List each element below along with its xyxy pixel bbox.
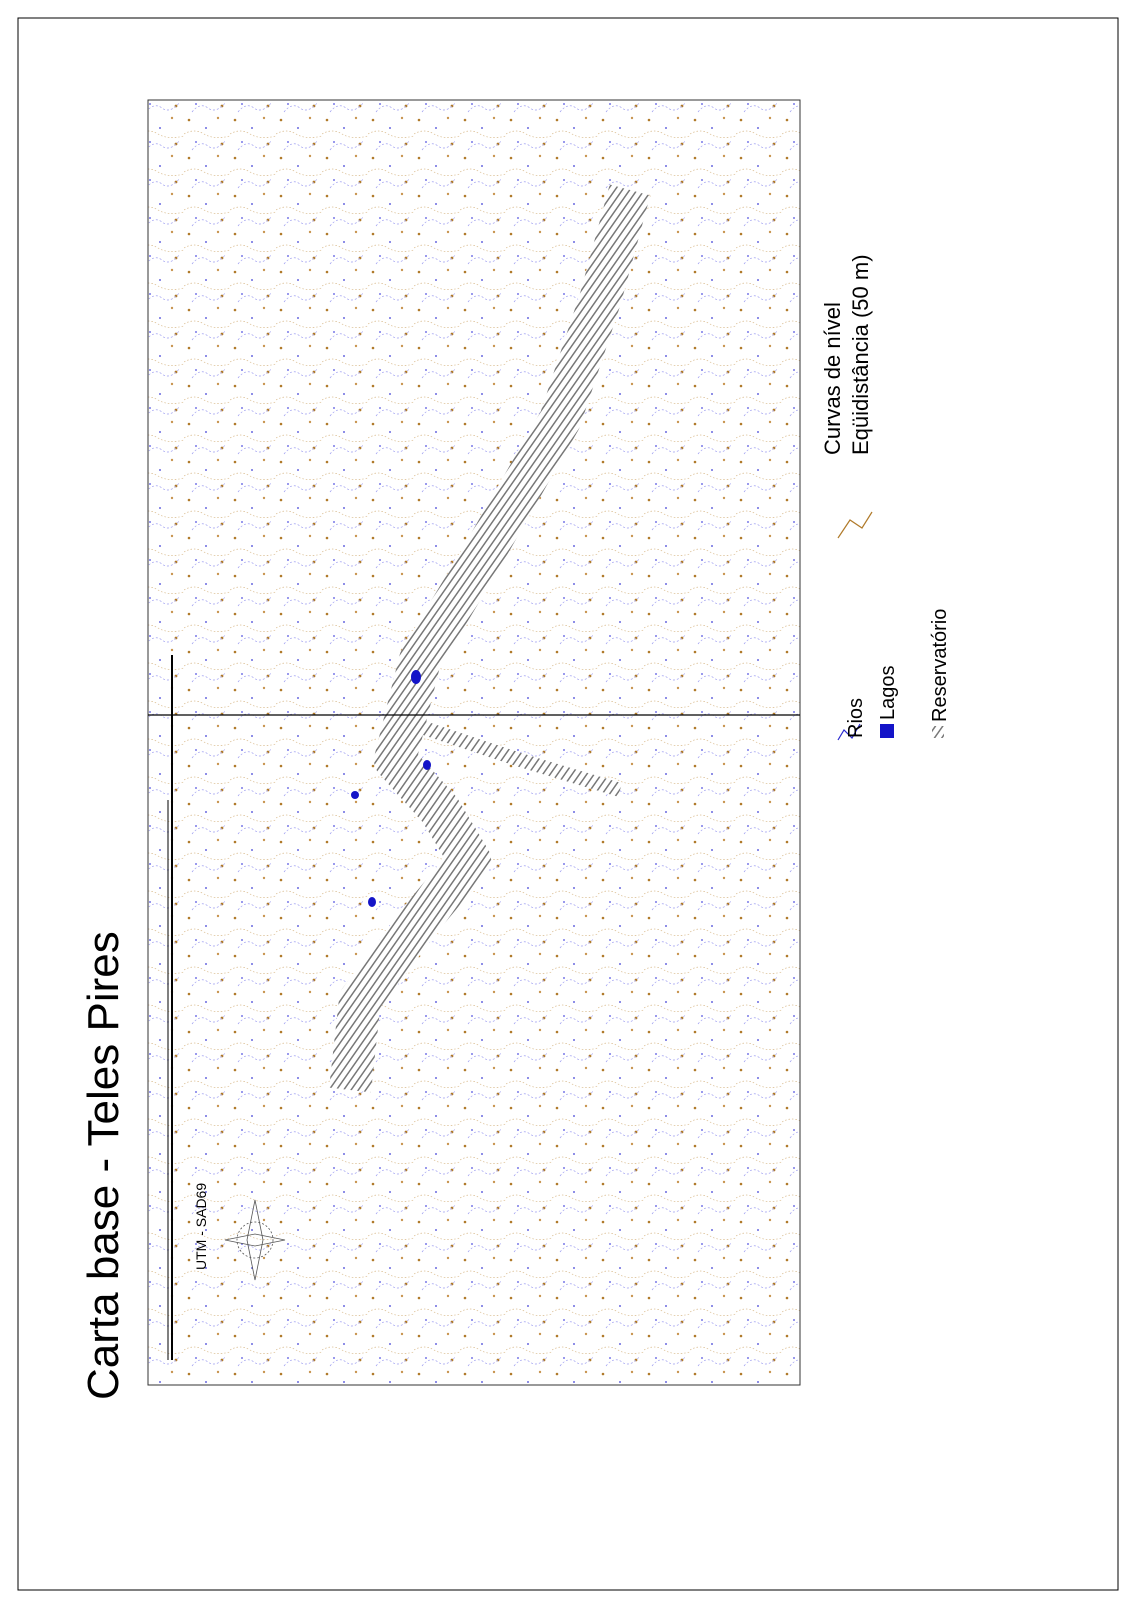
legend-label: Lagos [877,666,899,721]
lake [368,897,376,907]
legend-contour-symbol [837,511,873,539]
map-title: Carta base - Teles Pires [79,931,128,1400]
legend-river-symbol [837,723,861,741]
legend-label: Rios [845,698,867,738]
legend-label: Reservatório [929,609,951,722]
page-border [17,17,1119,1591]
map-frame [147,99,801,1386]
scale-bar [167,655,173,1360]
lake [411,670,421,684]
reservoir [329,184,651,1093]
legend-note: Eqüidistância (50 m) [848,254,873,455]
legend-reservoir-symbol [932,726,944,738]
reservoir-arm [397,713,623,797]
legend-lake-symbol [880,724,894,738]
lake [351,791,359,799]
lake [423,760,431,770]
north-arrow [224,1199,286,1281]
projection-label: UTM - SAD69 [193,1183,209,1270]
legend-label: Curvas de nível [820,302,845,455]
